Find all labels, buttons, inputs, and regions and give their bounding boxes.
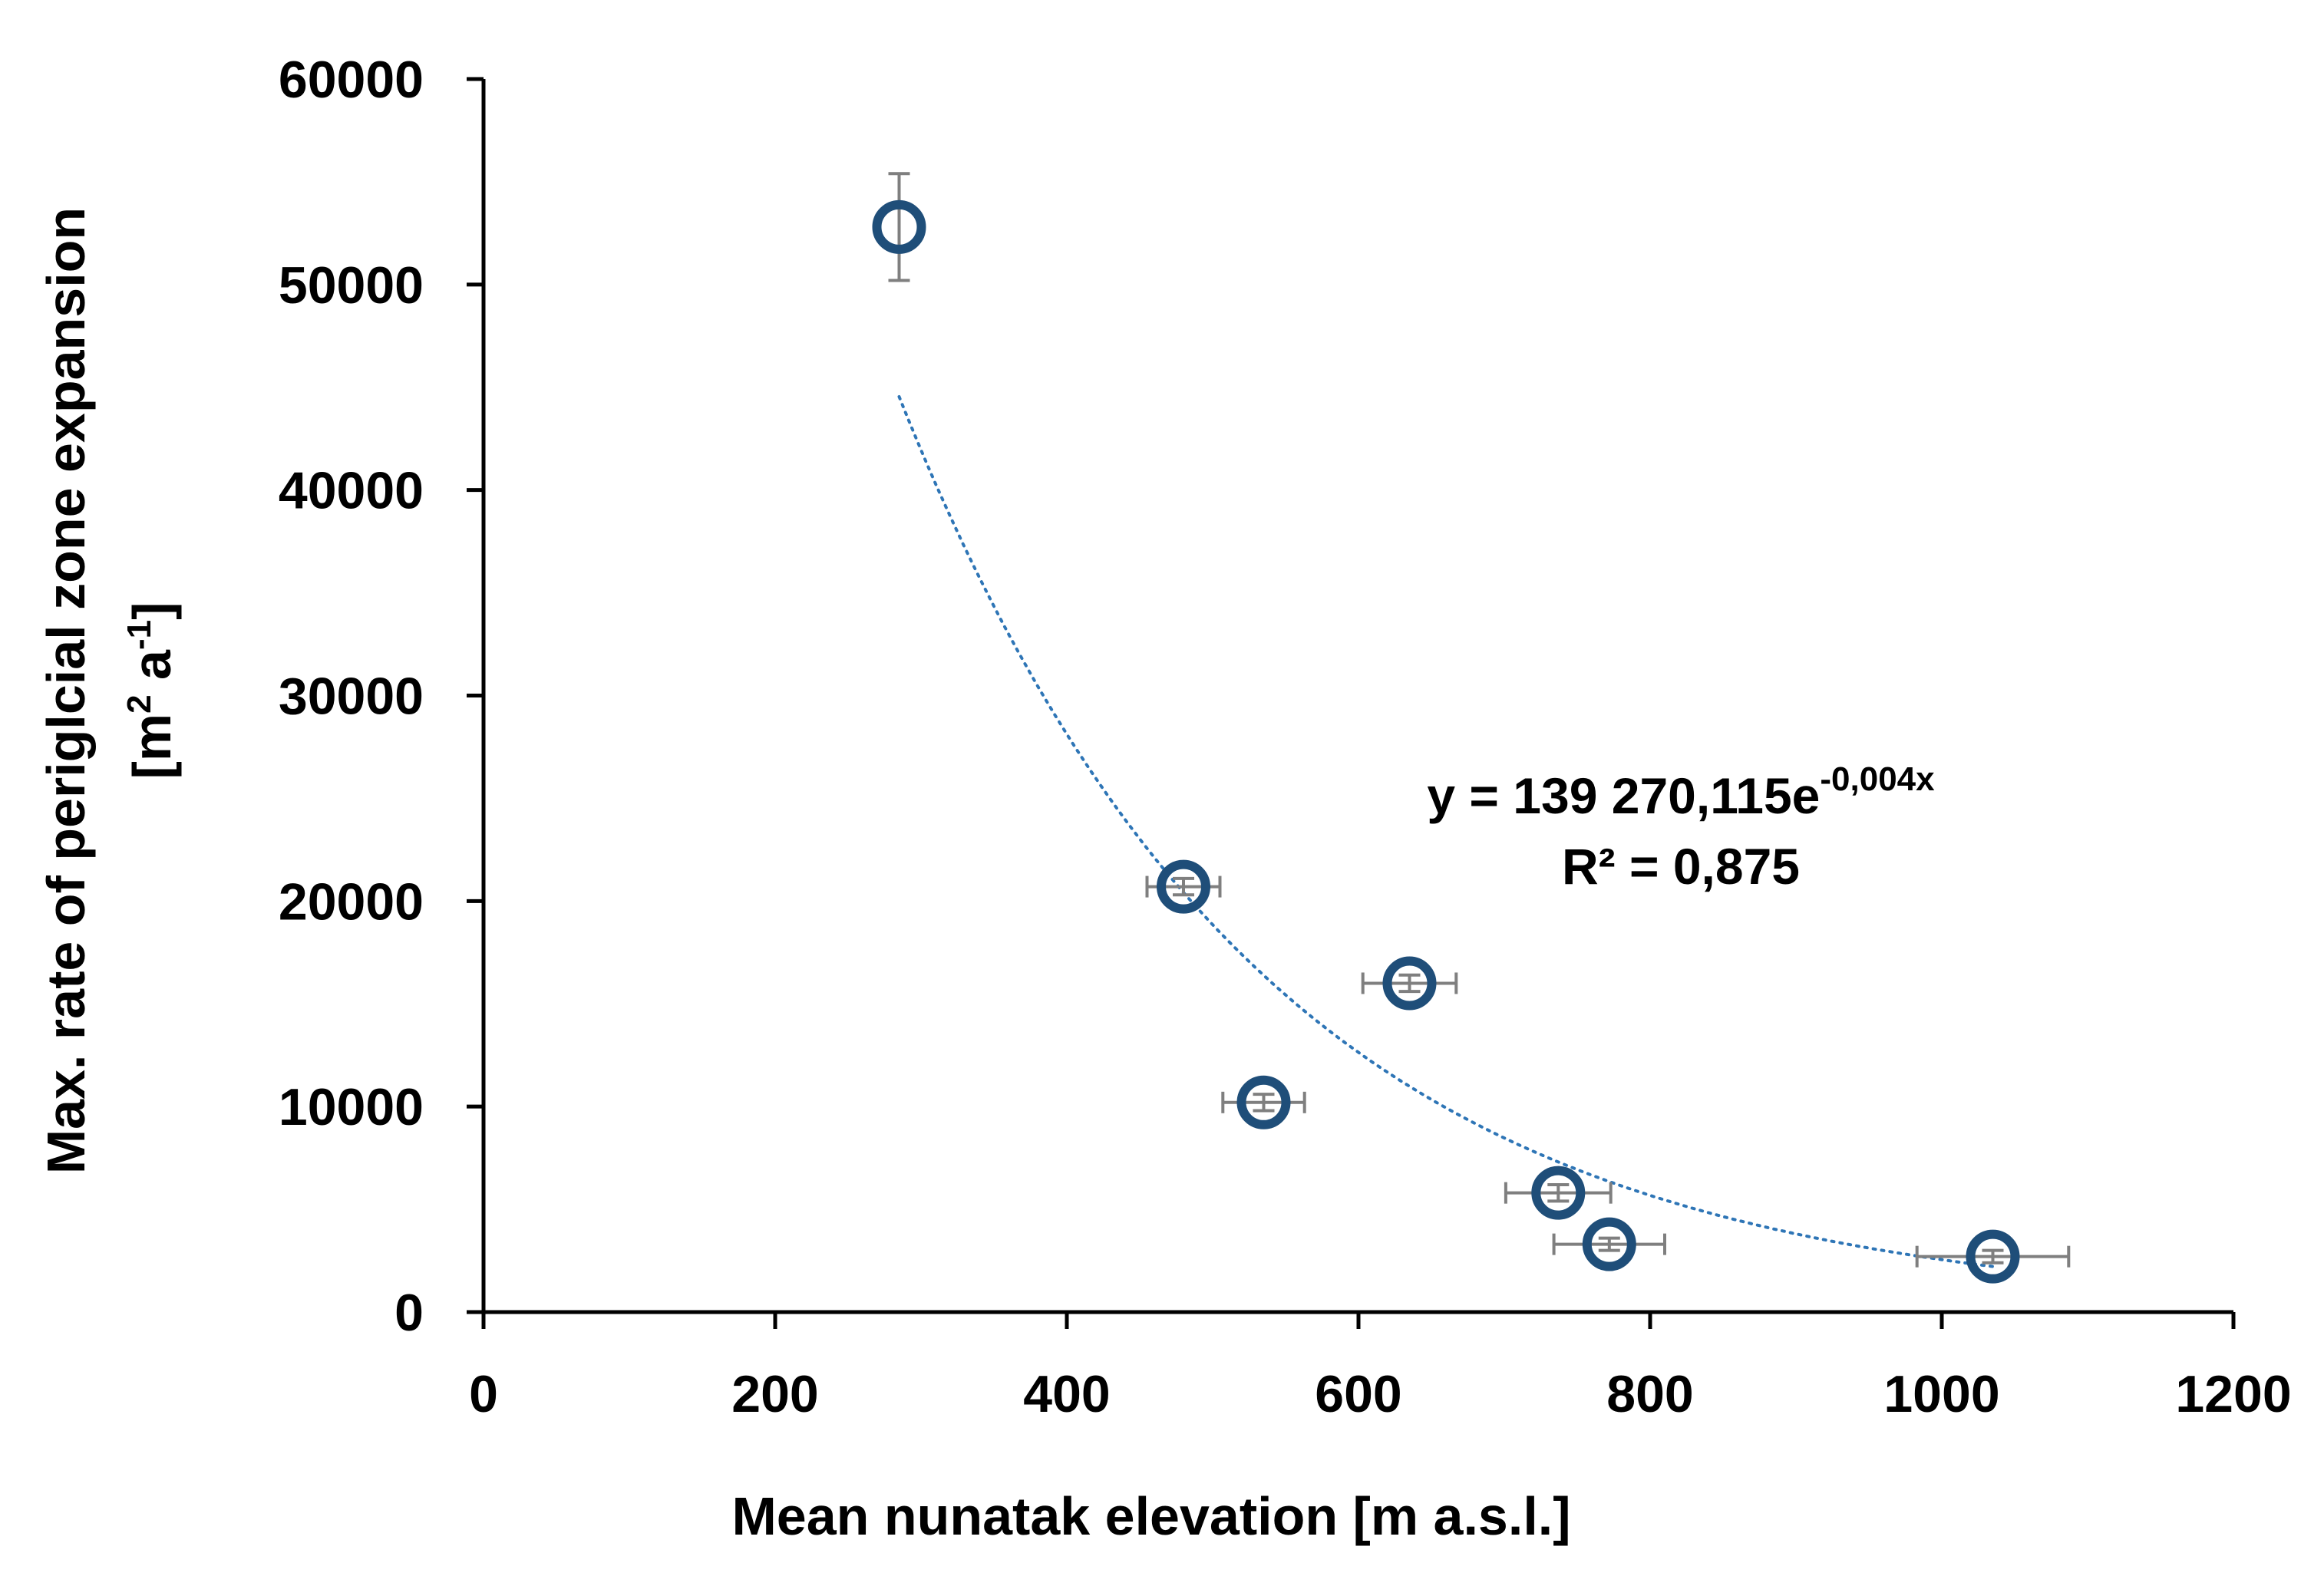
axes [467, 77, 2236, 1329]
x-tick-label: 400 [1023, 1365, 1110, 1423]
trendline [897, 395, 1995, 1268]
data-point [1966, 1229, 2020, 1284]
r-squared-text: R² = 0,875 [1562, 838, 1800, 895]
y-tick-label: 30000 [279, 668, 424, 726]
x-tick-label: 1200 [2175, 1365, 2291, 1423]
error-bars [888, 172, 2071, 1268]
y-tick-label: 20000 [279, 872, 424, 931]
y-title-unit-end: ] [122, 602, 182, 620]
data-point [872, 199, 926, 254]
equation-text: y = 139 270,115e-0,004x [1427, 760, 1935, 824]
trendline-layer [897, 395, 1995, 1268]
trendline-equation: y = 139 270,115e-0,004x R² = 0,875 [1427, 760, 1935, 895]
data-point [1157, 859, 1210, 914]
data-point [1531, 1166, 1586, 1220]
x-tick-label: 200 [731, 1365, 818, 1423]
y-title-unit-sup1: 2 [120, 694, 158, 713]
equation-base: y = 139 270,115e [1427, 767, 1820, 824]
y-tick-label: 10000 [279, 1078, 424, 1136]
x-axis-title: Mean nunatak elevation [m a.s.l.] [731, 1486, 1570, 1546]
y-tick-label: 0 [394, 1284, 424, 1342]
y-axis-title: Max. rate of periglcial zone expansion [… [36, 207, 182, 1174]
y-title-unit-base: [m [122, 714, 182, 780]
x-tick-label: 600 [1315, 1365, 1401, 1423]
data-point [1236, 1075, 1291, 1129]
y-title-unit-mid: a [122, 649, 182, 694]
x-tick-label: 1000 [1883, 1365, 1999, 1423]
data-points [872, 199, 2020, 1284]
x-tick-label: 800 [1606, 1365, 1693, 1423]
data-point [1382, 956, 1437, 1011]
x-tick-label: 0 [469, 1365, 498, 1423]
data-point [1582, 1217, 1636, 1271]
y-tick-label: 50000 [279, 256, 424, 315]
y-title-unit-sup2: -1 [120, 620, 158, 650]
y-tick-label: 60000 [279, 51, 424, 109]
y-axis-title-line1: Max. rate of periglcial zone expansion [36, 207, 96, 1174]
y-axis-title-line2: [m2 a-1] [120, 602, 182, 780]
equation-exponent: -0,004x [1820, 760, 1935, 798]
y-tick-label: 40000 [279, 462, 424, 520]
tick-labels: 0 10000 20000 30000 40000 50000 60000 0 200 400 60… [279, 51, 2292, 1423]
